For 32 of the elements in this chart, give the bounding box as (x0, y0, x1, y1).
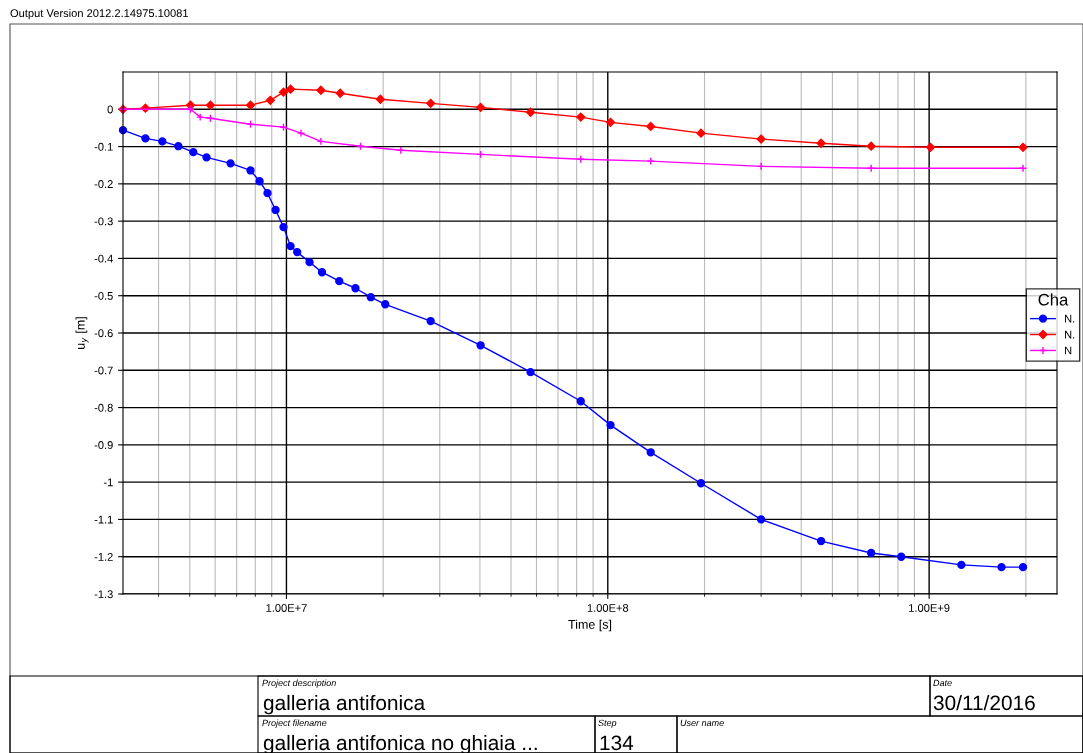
text: Date (933, 679, 952, 687)
y-tick-label: -0.6 (94, 329, 113, 338)
y-tick-label: -1 (103, 478, 113, 487)
text: 134 (600, 735, 634, 751)
y-tick-label: -0.7 (94, 366, 113, 375)
text: Step (598, 719, 617, 728)
y-tick-label: -0.1 (94, 142, 113, 151)
x-tick-label: 1.00E+7 (266, 604, 307, 612)
text: User name (680, 719, 724, 727)
x-axis-title: Time [s] (568, 619, 612, 632)
text: Output Version 2012.2.14975.10081 (10, 8, 188, 20)
y-tick-label: -0.8 (94, 403, 113, 412)
legend-title: Cha (1038, 293, 1069, 306)
legend-label: N. (1065, 330, 1075, 339)
x-tick-label: 1.00E+9 (909, 604, 950, 612)
text: Project description (262, 679, 336, 688)
legend-label: N (1065, 346, 1072, 355)
legend-label: N. (1065, 314, 1075, 323)
y-tick-label: -1.1 (94, 515, 113, 524)
y-tick-label: -0.9 (94, 441, 113, 449)
y-axis-title: u$_{y}$ [m] (75, 317, 89, 349)
y-tick-label: -0.2 (94, 180, 113, 188)
text: 30/11/2016 (933, 694, 1035, 711)
y-tick-label: 0 (107, 105, 113, 114)
x-tick-label: 1.00E+8 (587, 604, 629, 612)
y-tick-label: -1.2 (94, 552, 113, 561)
y-tick-label: -0.5 (94, 291, 113, 300)
text: galleria antifonica (263, 694, 426, 715)
text: Project filename (262, 719, 327, 728)
y-tick-label: -0.4 (94, 254, 113, 263)
y-tick-label: -0.3 (94, 217, 113, 226)
y-tick-label: -1.3 (94, 590, 113, 599)
